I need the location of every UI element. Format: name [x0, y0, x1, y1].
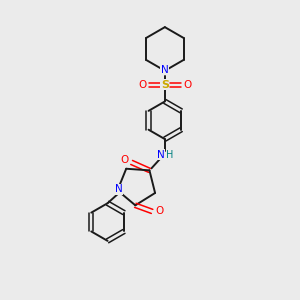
Text: O: O — [138, 80, 146, 90]
Text: O: O — [184, 80, 192, 90]
Text: N: N — [115, 184, 122, 194]
Text: O: O — [155, 206, 163, 216]
Text: H: H — [166, 150, 173, 160]
Text: N: N — [161, 65, 169, 75]
Text: O: O — [121, 155, 129, 166]
Text: S: S — [161, 80, 169, 90]
Text: N: N — [157, 150, 165, 160]
